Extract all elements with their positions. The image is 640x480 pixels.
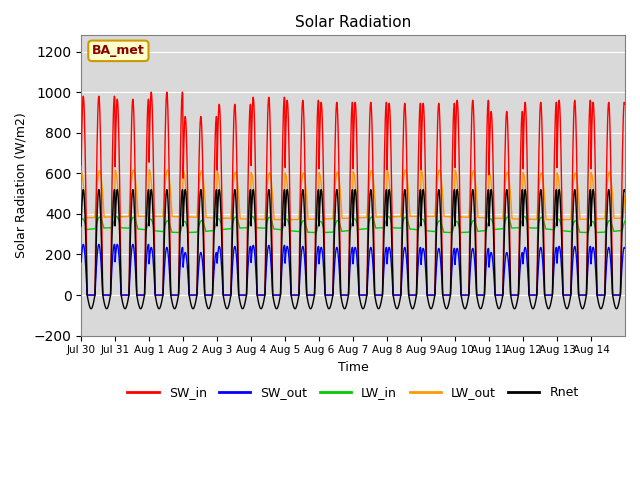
Text: BA_met: BA_met [92,44,145,57]
Title: Solar Radiation: Solar Radiation [295,15,412,30]
X-axis label: Time: Time [338,361,369,374]
Y-axis label: Solar Radiation (W/m2): Solar Radiation (W/m2) [15,113,28,258]
Legend: SW_in, SW_out, LW_in, LW_out, Rnet: SW_in, SW_out, LW_in, LW_out, Rnet [122,382,584,405]
